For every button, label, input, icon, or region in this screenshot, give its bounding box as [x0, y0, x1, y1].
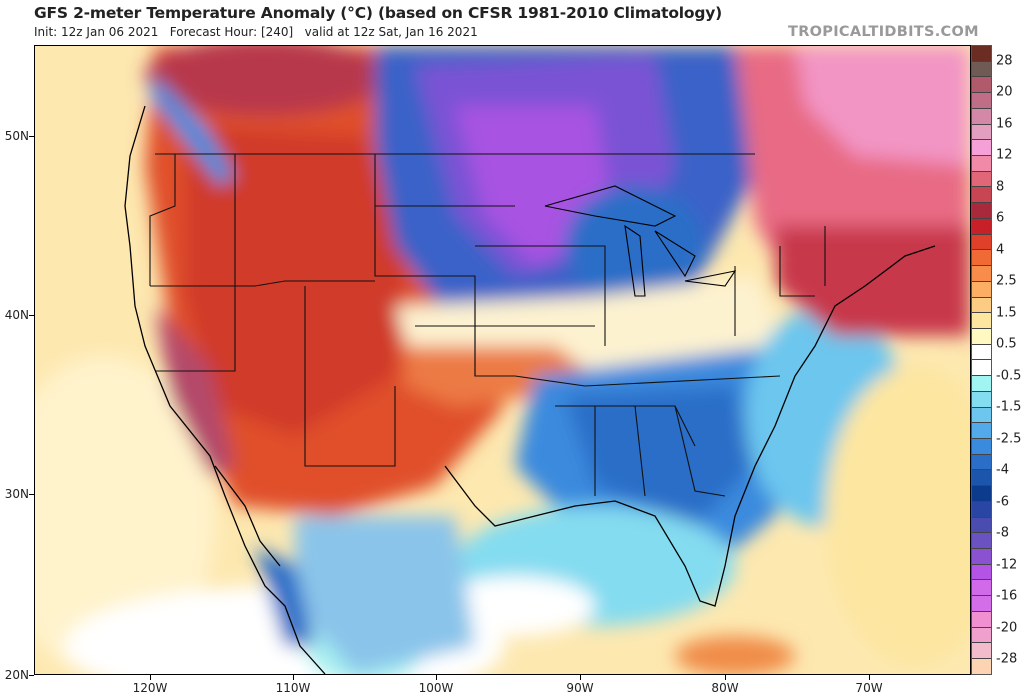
- colorbar-label: -1.5: [996, 399, 1022, 415]
- colorbar-segment: [972, 438, 991, 455]
- colorbar-label: 28: [996, 53, 1013, 69]
- lon-tick-mark: [580, 675, 581, 680]
- colorbar-segment: [972, 77, 991, 94]
- colorbar-segment: [972, 266, 991, 282]
- lon-tick-label: 70W: [855, 681, 883, 695]
- colorbar-label: 1.5: [996, 305, 1017, 321]
- colorbar-segment: [972, 533, 991, 549]
- colorbar-segment: [972, 564, 991, 581]
- lon-tick-label: 90W: [566, 681, 594, 695]
- colorbar-label: -0.5: [996, 368, 1022, 384]
- state-borders: [149, 153, 826, 497]
- colorbar-segment: [972, 486, 991, 502]
- lat-tick-label: 30N: [4, 487, 29, 501]
- colorbar-segment: [972, 328, 991, 345]
- colorbar-segment: [972, 627, 991, 644]
- colorbar-segment: [972, 376, 991, 392]
- colorbar-segment: [972, 659, 991, 674]
- lat-tick-label: 50N: [4, 129, 29, 143]
- lon-tick-mark: [436, 675, 437, 680]
- colorbar-segment: [972, 454, 991, 471]
- colorbar-segment: [972, 203, 991, 219]
- colorbar-label: -6: [996, 494, 1009, 510]
- colorbar-label: 20: [996, 84, 1013, 100]
- great-lakes: [544, 185, 737, 297]
- colorbar-segment: [972, 643, 991, 660]
- lon-tick-mark: [150, 675, 151, 680]
- lon-tick-mark: [293, 675, 294, 680]
- colorbar-segment: [972, 580, 991, 597]
- colorbar: [971, 45, 992, 675]
- colorbar-segment: [972, 611, 991, 628]
- colorbar-segment: [972, 313, 991, 329]
- colorbar-segment: [972, 281, 991, 298]
- colorbar-segment: [972, 407, 991, 424]
- colorbar-segment: [972, 297, 991, 314]
- colorbar-label: -4: [996, 462, 1009, 478]
- colorbar-segment: [972, 234, 991, 251]
- brand-watermark: TROPICALTIDBITS.COM: [788, 24, 979, 40]
- lat-tick-mark: [29, 494, 34, 495]
- colorbar-segment: [972, 501, 991, 518]
- colorbar-label: -2.5: [996, 431, 1022, 447]
- lon-tick-mark: [869, 675, 870, 680]
- colorbar-segment: [972, 124, 991, 141]
- colorbar-segment: [972, 423, 991, 439]
- coastlines: [124, 105, 936, 674]
- lon-tick-label: 80W: [711, 681, 739, 695]
- colorbar-label: 8: [996, 179, 1005, 195]
- colorbar-label: 6: [996, 210, 1005, 226]
- colorbar-segment: [972, 156, 991, 172]
- anomaly-map: [34, 45, 971, 675]
- colorbar-label: 2.5: [996, 273, 1017, 289]
- colorbar-label: -12: [996, 557, 1018, 573]
- colorbar-segment: [972, 171, 991, 188]
- chart-title: GFS 2-meter Temperature Anomaly (°C) (ba…: [34, 4, 723, 22]
- colorbar-labels: 28 20 16 12 8 6 4 2.5 1.5 0.5 -0.5 -1.5 -2.5 -4 -6 -8 -1…: [996, 45, 1024, 675]
- colorbar-segment: [972, 391, 991, 408]
- colorbar-label: -8: [996, 525, 1009, 541]
- colorbar-segment: [972, 61, 991, 78]
- colorbar-label: -20: [996, 620, 1018, 636]
- colorbar-segment: [972, 517, 991, 534]
- colorbar-segment: [972, 470, 991, 487]
- colorbar-segment: [972, 596, 991, 612]
- run-info: Init: 12z Jan 06 2021 Forecast Hour: [24…: [34, 25, 478, 39]
- lat-tick-mark: [29, 675, 34, 676]
- lon-tick-mark: [725, 675, 726, 680]
- colorbar-label: -16: [996, 588, 1018, 604]
- lon-tick-label: 100W: [418, 681, 454, 695]
- colorbar-segment: [972, 93, 991, 109]
- colorbar-segment: [972, 360, 991, 377]
- colorbar-label: -28: [996, 651, 1018, 667]
- lat-tick-label: 20N: [4, 668, 29, 682]
- colorbar-segment: [972, 108, 991, 125]
- colorbar-label: 4: [996, 242, 1005, 258]
- lon-tick-label: 120W: [132, 681, 168, 695]
- colorbar-segment: [972, 140, 991, 157]
- lat-tick-mark: [29, 136, 34, 137]
- colorbar-label: 16: [996, 116, 1013, 132]
- lat-tick-label: 40N: [4, 308, 29, 322]
- colorbar-segment: [972, 218, 991, 235]
- lon-tick-label: 110W: [275, 681, 311, 695]
- colorbar-segment: [972, 46, 991, 62]
- colorbar-segment: [972, 549, 991, 565]
- colorbar-segment: [972, 250, 991, 267]
- colorbar-segment: [972, 344, 991, 361]
- map-canvas: [35, 46, 970, 674]
- lat-tick-mark: [29, 315, 34, 316]
- colorbar-label: 0.5: [996, 336, 1017, 352]
- colorbar-segment: [972, 187, 991, 204]
- colorbar-label: 12: [996, 147, 1013, 163]
